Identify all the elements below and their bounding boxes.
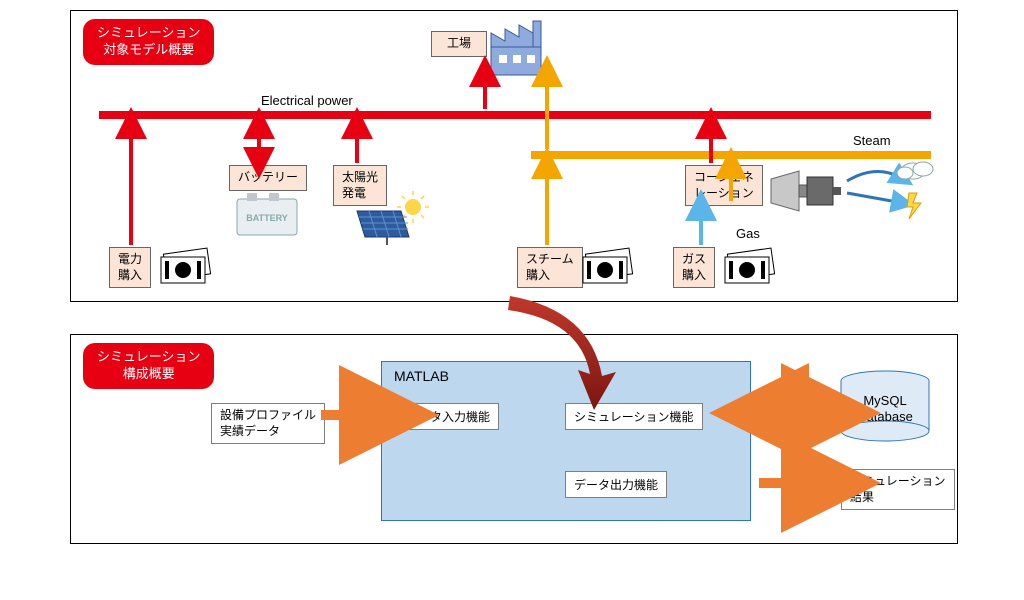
input-profile-box: 設備プロファイル 実績データ <box>211 403 325 444</box>
result-box: シミュレーション 結果 <box>841 469 955 510</box>
elec-bus <box>99 111 931 119</box>
steam-bus <box>531 151 931 159</box>
db-icon: MySQL Database <box>841 371 929 441</box>
turbine-icon <box>771 171 841 211</box>
power-purchase-node: 電力 購入 <box>109 247 151 288</box>
down-arrow <box>480 290 660 420</box>
elec-bus-label: Electrical power <box>261 93 353 108</box>
gas-label: Gas <box>736 226 760 241</box>
steam-bus-label: Steam <box>853 133 891 148</box>
factory-node: 工場 <box>431 31 487 57</box>
battery-node: バッテリー <box>229 165 307 191</box>
cogen-node: コージェネ レーション <box>685 165 763 206</box>
matlab-label: MATLAB <box>394 368 449 384</box>
steam-purchase-node: スチーム 購入 <box>517 247 583 288</box>
money-icon-3 <box>725 248 775 283</box>
battery-icon: BATTERY <box>237 193 297 235</box>
svg-text:MySQL: MySQL <box>863 393 906 408</box>
factory-icon <box>491 21 541 75</box>
bottom-title-badge: シミュレーション 構成概要 <box>83 343 214 389</box>
top-panel: シミュレーション 対象モデル概要 工場 Electrical power Ste… <box>70 10 958 302</box>
top-title-badge: シミュレーション 対象モデル概要 <box>83 19 214 65</box>
output-icon <box>847 162 933 219</box>
data-output-box: データ出力機能 <box>565 471 667 498</box>
solar-node: 太陽光 発電 <box>333 165 387 206</box>
gas-purchase-node: ガス 購入 <box>673 247 715 288</box>
money-icon-1 <box>161 248 211 283</box>
money-icon-2 <box>583 248 633 283</box>
svg-text:Database: Database <box>857 409 913 424</box>
svg-text:BATTERY: BATTERY <box>246 213 288 223</box>
